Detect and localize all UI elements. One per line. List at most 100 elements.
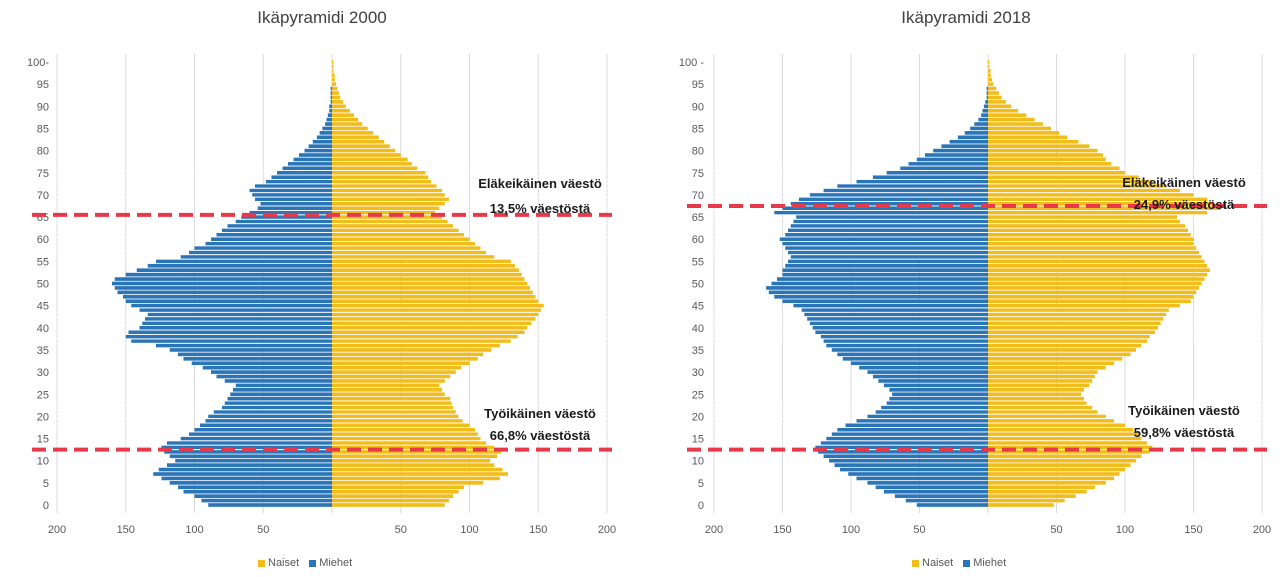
bar-naiset: [988, 396, 1084, 401]
bar-naiset: [332, 179, 431, 184]
bar-miehet: [139, 308, 332, 312]
bar-naiset: [332, 458, 491, 463]
bar-miehet: [815, 445, 988, 450]
bar-naiset: [988, 206, 1221, 211]
bar-miehet: [255, 184, 332, 188]
bar-naiset: [332, 188, 442, 193]
bar-miehet: [941, 144, 988, 148]
bar-miehet: [777, 277, 988, 281]
bar-naiset: [988, 144, 1090, 148]
bar-miehet: [161, 445, 332, 450]
bar-miehet: [842, 356, 988, 361]
bar-naiset: [988, 250, 1199, 255]
bar-naiset: [988, 157, 1106, 162]
bar-naiset: [332, 139, 385, 144]
bar-miehet: [856, 179, 988, 184]
bar-naiset: [988, 388, 1084, 392]
bar-naiset: [988, 330, 1156, 335]
bar-naiset: [332, 131, 374, 135]
bar-naiset: [332, 379, 445, 383]
bar-miehet: [194, 494, 332, 498]
y-tick-label: 100-: [27, 57, 49, 69]
bar-naiset: [332, 246, 481, 250]
bar-naiset: [988, 153, 1104, 157]
bar-naiset: [988, 361, 1115, 366]
pyramid-2000-plot: 200 150 100 50 50 100 150 200 0 5 10 15 20 25 30 35 40 45…: [27, 54, 616, 536]
bar-miehet: [837, 352, 988, 357]
bar-naiset: [332, 175, 429, 179]
bar-miehet: [178, 352, 332, 357]
bar-naiset: [988, 131, 1060, 135]
legend-swatch-miehet: [309, 559, 317, 567]
bar-naiset: [988, 463, 1131, 467]
bar-naiset: [988, 494, 1076, 498]
bar-miehet: [319, 131, 332, 135]
bar-miehet: [326, 117, 332, 122]
bar-miehet: [169, 481, 332, 485]
bar-naiset: [988, 436, 1142, 441]
bar-naiset: [988, 108, 1019, 113]
bar-miehet: [128, 330, 332, 335]
bar-naiset: [332, 454, 497, 459]
bar-miehet: [774, 210, 988, 215]
bar-naiset: [332, 414, 459, 419]
bar-miehet: [158, 467, 332, 472]
bar-naiset: [332, 325, 528, 330]
bar-miehet: [211, 370, 332, 374]
bar-miehet: [224, 401, 332, 405]
bar-miehet: [136, 268, 332, 273]
bar-miehet: [329, 108, 332, 113]
bar-naiset: [988, 392, 1082, 397]
bar-naiset: [332, 206, 440, 211]
y-tick-label: 20: [692, 411, 704, 423]
bar-naiset: [988, 432, 1139, 436]
bar-miehet: [277, 170, 332, 175]
bar-miehet: [790, 224, 988, 228]
bar-naiset: [988, 334, 1150, 339]
bar-naiset: [988, 232, 1191, 237]
bar-miehet: [153, 472, 332, 476]
bar-miehet: [255, 197, 332, 202]
bar-miehet: [883, 383, 988, 388]
bar-naiset: [332, 485, 464, 490]
bar-miehet: [178, 485, 332, 490]
bar-miehet: [793, 303, 988, 308]
bar-naiset: [988, 419, 1115, 423]
bar-naiset: [332, 361, 470, 366]
bar-naiset: [988, 489, 1087, 494]
bar-miehet: [183, 356, 332, 361]
bar-miehet: [793, 219, 988, 224]
bar-miehet: [845, 423, 988, 428]
bar-miehet: [299, 153, 332, 157]
bar-naiset: [988, 343, 1142, 348]
bar-miehet: [867, 414, 988, 419]
bar-miehet: [878, 379, 988, 383]
bar-miehet: [249, 210, 332, 215]
bar-naiset: [332, 352, 484, 357]
bar-miehet: [114, 286, 332, 290]
bar-naiset: [988, 86, 997, 91]
pyramid-2018-panel: Ikäpyramidi 2018 200 150 100 50 50 100 150 200 0…: [644, 0, 1288, 577]
bar-miehet: [889, 388, 988, 392]
bar-naiset: [988, 162, 1112, 166]
bar-miehet: [872, 374, 988, 379]
bar-miehet: [840, 467, 988, 472]
pyramid-2000-panel: Ikäpyramidi 2000 200 150 100 50 50 100 150 200 0…: [27, 8, 616, 569]
bar-naiset: [332, 317, 536, 321]
bar-naiset: [332, 396, 451, 401]
bar-naiset: [988, 401, 1087, 405]
bar-miehet: [829, 458, 988, 463]
bar-naiset: [332, 228, 459, 233]
y-tick-label: 95: [37, 79, 49, 91]
x-tick-label: 150: [773, 524, 791, 536]
bar-miehet: [312, 139, 332, 144]
bar-miehet: [227, 224, 332, 228]
annotation-title: Eläkeikäinen väestö: [478, 176, 602, 191]
bar-miehet: [216, 374, 332, 379]
bar-miehet: [986, 91, 988, 95]
bar-miehet: [145, 317, 332, 321]
bar-miehet: [205, 241, 332, 246]
bar-miehet: [859, 365, 988, 370]
bar-naiset: [988, 210, 1208, 215]
bar-miehet: [208, 414, 332, 419]
